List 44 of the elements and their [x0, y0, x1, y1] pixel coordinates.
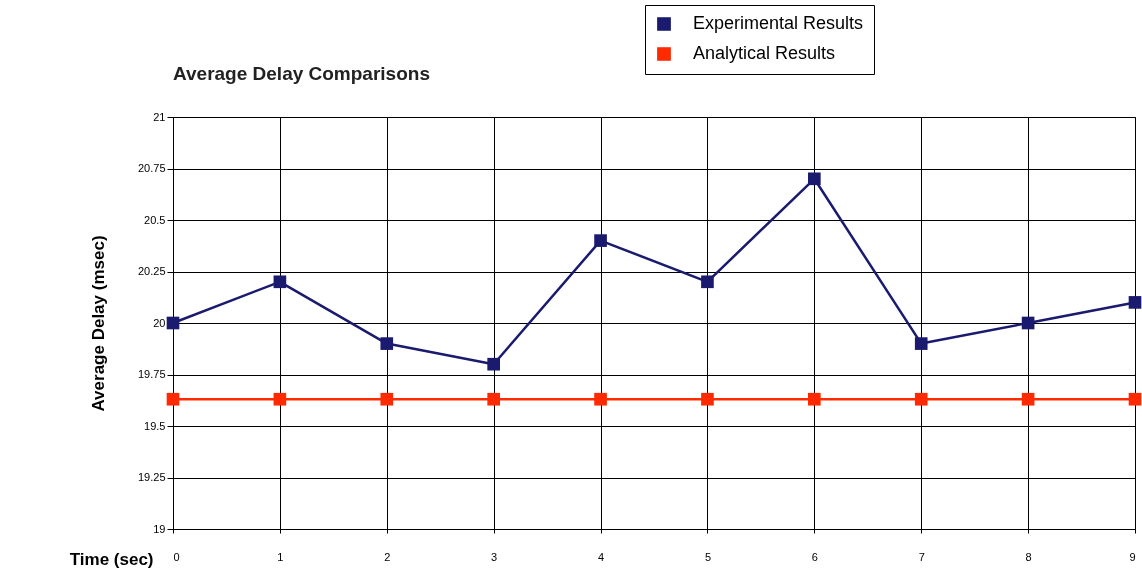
point	[594, 392, 607, 406]
point	[487, 392, 500, 406]
x-tick-label: 7	[918, 550, 925, 563]
x-tick-label: 2	[384, 550, 391, 563]
chart-title: Average Delay Comparisons	[173, 62, 430, 84]
point	[487, 357, 500, 371]
point	[594, 234, 607, 247]
y-tick-label: 20.5	[144, 213, 166, 226]
y-tick-label: 20.75	[137, 162, 166, 174]
point	[1128, 296, 1142, 309]
x-tick-label: 3	[491, 550, 498, 563]
y-tick-label: 19.75	[137, 368, 166, 380]
point	[1021, 316, 1035, 330]
x-tick-label: 1	[277, 550, 284, 563]
y-tick-label: 19	[153, 522, 166, 535]
legend-label: Analytical Results	[693, 43, 836, 63]
legend-label: Experimental Results	[693, 13, 864, 33]
x-tick-label: 9	[1129, 550, 1136, 563]
x-tick-label: 4	[597, 550, 605, 563]
y-tick-label: 19.5	[144, 419, 166, 432]
x-tick-label: 6	[811, 550, 818, 563]
x-axis-title: Time (sec)	[69, 549, 154, 569]
point	[273, 392, 287, 406]
point	[914, 392, 928, 406]
x-tick-label: 8	[1025, 550, 1032, 563]
y-tick-label: 19.25	[137, 471, 166, 483]
x-tick-label: 0	[173, 550, 180, 563]
point	[808, 392, 821, 406]
y-tick-label: 20.25	[137, 265, 166, 277]
point	[1128, 392, 1142, 406]
point	[701, 392, 714, 406]
point	[166, 392, 180, 406]
y-tick-label: 20	[153, 316, 166, 329]
point	[380, 337, 394, 350]
y-axis-title: Average Delay (msec)	[88, 235, 108, 412]
point	[380, 392, 394, 406]
point	[1021, 392, 1035, 406]
x-tick-label: 5	[704, 550, 712, 563]
point	[914, 337, 928, 350]
point	[701, 275, 714, 289]
point	[166, 316, 180, 330]
y-tick-label: 21	[153, 110, 166, 123]
point	[808, 172, 821, 186]
point	[273, 275, 287, 289]
